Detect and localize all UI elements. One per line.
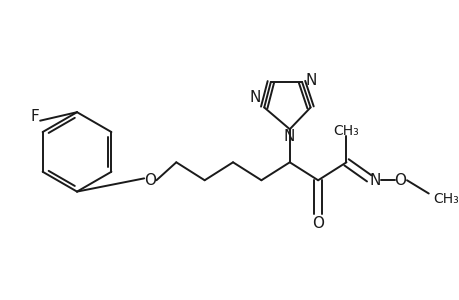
Text: O: O [312,216,324,231]
Text: F: F [30,110,39,124]
Text: O: O [144,173,156,188]
Text: N: N [369,173,380,188]
Text: N: N [283,129,294,144]
Text: N: N [249,91,260,106]
Text: N: N [305,73,317,88]
Text: CH₃: CH₃ [333,124,358,139]
Text: O: O [393,173,405,188]
Text: CH₃: CH₃ [432,192,458,206]
